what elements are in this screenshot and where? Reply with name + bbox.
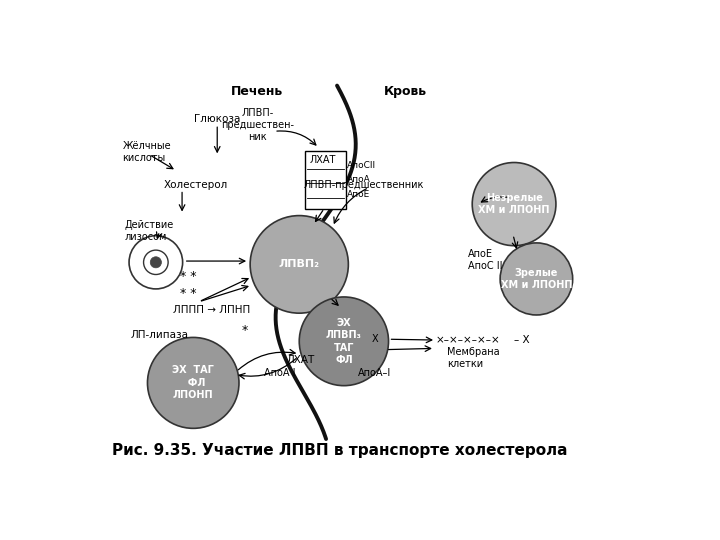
- Text: Печень: Печень: [231, 85, 284, 98]
- Text: АпоЕ: АпоЕ: [347, 190, 371, 199]
- Text: АпоСII: АпоСII: [347, 161, 377, 170]
- Text: ×–×–×–×–×: ×–×–×–×–×: [436, 335, 500, 345]
- Text: Кровь: Кровь: [384, 85, 427, 98]
- Ellipse shape: [143, 250, 168, 274]
- Text: ЛПВП-
предшествен-
ник: ЛПВП- предшествен- ник: [221, 109, 294, 141]
- FancyBboxPatch shape: [305, 151, 346, 210]
- Text: ЭX
ЛПВП₃
ТАГ
ФЛ: ЭX ЛПВП₃ ТАГ ФЛ: [326, 318, 362, 365]
- Ellipse shape: [500, 243, 572, 315]
- Text: Рис. 9.35. Участие ЛПВП в транспорте холестерола: Рис. 9.35. Участие ЛПВП в транспорте хол…: [112, 443, 568, 458]
- Text: *: *: [242, 325, 248, 338]
- Text: АпоС II: АпоС II: [468, 261, 503, 272]
- Text: ЛХАТ: ЛХАТ: [310, 156, 336, 165]
- Text: Незрелые
ХМ и ЛПОНП: Незрелые ХМ и ЛПОНП: [478, 193, 550, 215]
- Text: ЛП-липаза: ЛП-липаза: [130, 330, 188, 340]
- Text: ЭX  ТАГ
  ФЛ
ЛПОНП: ЭX ТАГ ФЛ ЛПОНП: [172, 366, 214, 400]
- Text: Жёлчные
кислоты: Жёлчные кислоты: [122, 141, 171, 163]
- Ellipse shape: [250, 215, 348, 313]
- Ellipse shape: [300, 297, 389, 386]
- Text: Глюкоза: Глюкоза: [194, 114, 240, 124]
- Text: – Х: – Х: [514, 335, 530, 345]
- Ellipse shape: [472, 163, 556, 246]
- Text: ЛППП → ЛПНП: ЛППП → ЛПНП: [173, 305, 250, 315]
- Text: ЛПВП-предшественник: ЛПВП-предшественник: [303, 180, 423, 191]
- Ellipse shape: [148, 338, 239, 428]
- Text: Х: Х: [372, 334, 378, 344]
- Ellipse shape: [150, 256, 161, 268]
- Text: Действие
лизосом: Действие лизосом: [125, 220, 174, 242]
- Text: АпоА–I: АпоА–I: [358, 368, 391, 379]
- Text: * *: * *: [181, 271, 197, 284]
- Text: * *: * *: [181, 287, 197, 300]
- Text: АпоА I: АпоА I: [264, 368, 295, 379]
- Text: АпоА: АпоА: [347, 175, 371, 184]
- Text: ЛПВП₂: ЛПВП₂: [279, 259, 320, 269]
- Ellipse shape: [129, 235, 183, 289]
- Text: Зрелые
ХМ и ЛПОНП: Зрелые ХМ и ЛПОНП: [500, 268, 572, 290]
- Text: АпоЕ: АпоЕ: [468, 249, 493, 259]
- Text: Холестерол: Холестерол: [163, 180, 228, 191]
- Text: Мембрана
клетки: Мембрана клетки: [447, 347, 500, 369]
- Text: ЛХАТ: ЛХАТ: [287, 355, 315, 365]
